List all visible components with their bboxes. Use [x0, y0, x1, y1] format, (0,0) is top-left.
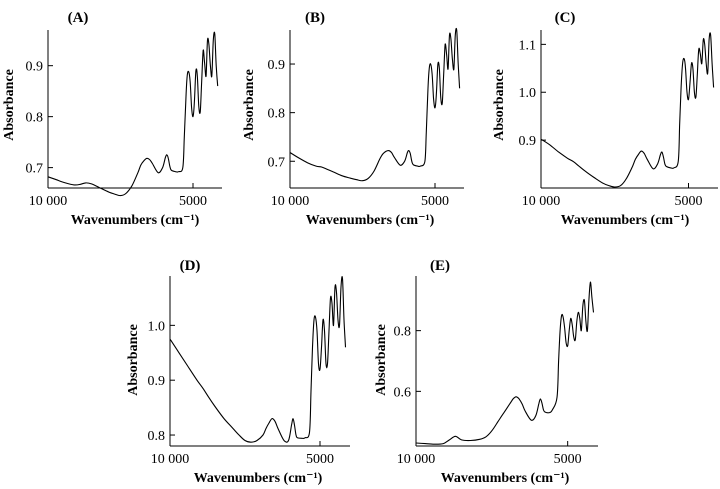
panel-a-axes	[47, 30, 222, 189]
panel-d-spectrum-line	[169, 276, 347, 443]
panel-b-ylabel: Absorbance	[242, 69, 257, 141]
panel-c-xlabel: Wavenumbers (cm⁻¹)	[561, 213, 690, 228]
panel-b-x-tick-label: 10 000	[271, 194, 310, 209]
panel-c-ticks: 0.9 1.0 1.1 10 000 5000	[519, 38, 703, 209]
panel-a-ylabel: Absorbance	[2, 69, 17, 141]
panel-c-label: (C)	[555, 10, 576, 26]
panel-e-label: (E)	[430, 258, 450, 274]
panel-a-xlabel: Wavenumbers (cm⁻¹)	[71, 213, 200, 228]
panel-e-y-tick-label: 0.8	[394, 325, 412, 340]
panel-b-x-tick-label: 5000	[421, 194, 449, 209]
panel-a-y-tick-label: 0.7	[26, 162, 44, 177]
panel-c-spectrum-line	[540, 32, 715, 188]
panel-b-y-tick-label: 0.8	[268, 107, 286, 122]
panel-e: (E) Absorbance Wavenumbers (cm⁻¹) 0.6 0.8…	[374, 258, 598, 486]
panel-a-y-tick-label: 0.8	[26, 111, 44, 126]
panel-e-x-tick-label: 5000	[554, 452, 582, 467]
panel-d-axes	[169, 276, 350, 447]
panel-d-x-tick-label: 10 000	[151, 452, 190, 467]
panel-d-xlabel: Wavenumbers (cm⁻¹)	[194, 471, 323, 486]
panel-b-y-tick-label: 0.9	[268, 58, 286, 73]
panel-b: (B) Absorbance Wavenumbers (cm⁻¹) 0.7 0.8…	[242, 10, 464, 228]
panel-a-x-tick-label: 5000	[179, 194, 207, 209]
panel-e-ylabel: Absorbance	[374, 324, 389, 396]
panel-b-spectrum-line	[289, 27, 461, 182]
panel-d-x-tick-label: 5000	[306, 452, 334, 467]
panel-a-ticks: 0.7 0.8 0.9 10 000 5000	[26, 60, 208, 209]
panel-a-label: (A)	[68, 10, 89, 26]
panel-e-ticks: 0.6 0.8 10 000 5000	[394, 325, 582, 467]
panel-d-ticks: 0.8 0.9 1.0 10 000 5000	[148, 319, 335, 467]
panel-e-y-tick-label: 0.6	[394, 385, 412, 400]
panel-c-x-tick-label: 10 000	[522, 194, 561, 209]
panel-d-ylabel: Absorbance	[126, 324, 141, 396]
panel-a: (A) Absorbance Wavenumbers (cm⁻¹) 0.7 0.8…	[2, 10, 222, 228]
panel-e-axes	[415, 276, 598, 447]
panel-c-ylabel: Absorbance	[492, 69, 507, 141]
panel-a-x-tick-label: 10 000	[29, 194, 68, 209]
panel-a-y-tick-label: 0.9	[26, 60, 44, 75]
panel-d-label: (D)	[180, 258, 201, 274]
panel-c-x-tick-label: 5000	[675, 194, 703, 209]
panel-e-xlabel: Wavenumbers (cm⁻¹)	[441, 471, 570, 486]
panel-d-y-tick-label: 1.0	[148, 319, 166, 334]
panel-c: (C) Absorbance Wavenumbers (cm⁻¹) 0.9 1.0…	[492, 10, 718, 228]
panel-e-spectrum-line	[415, 281, 595, 445]
panel-c-y-tick-label: 1.1	[519, 38, 537, 53]
panel-d-y-tick-label: 0.8	[148, 429, 166, 444]
panel-c-y-tick-label: 0.9	[519, 134, 537, 149]
panel-a-spectrum-line	[47, 31, 219, 197]
panel-c-axes	[540, 30, 718, 189]
panel-b-ticks: 0.7 0.8 0.9 10 000 5000	[268, 58, 450, 209]
panel-e-x-tick-label: 10 000	[397, 452, 436, 467]
panel-b-label: (B)	[305, 10, 325, 26]
panel-d: (D) Absorbance Wavenumbers (cm⁻¹) 0.8 0.9…	[126, 258, 350, 486]
panel-d-y-tick-label: 0.9	[148, 374, 166, 389]
panel-b-y-tick-label: 0.7	[268, 155, 286, 170]
panel-c-y-tick-label: 1.0	[519, 86, 537, 101]
panel-b-xlabel: Wavenumbers (cm⁻¹)	[306, 213, 435, 228]
